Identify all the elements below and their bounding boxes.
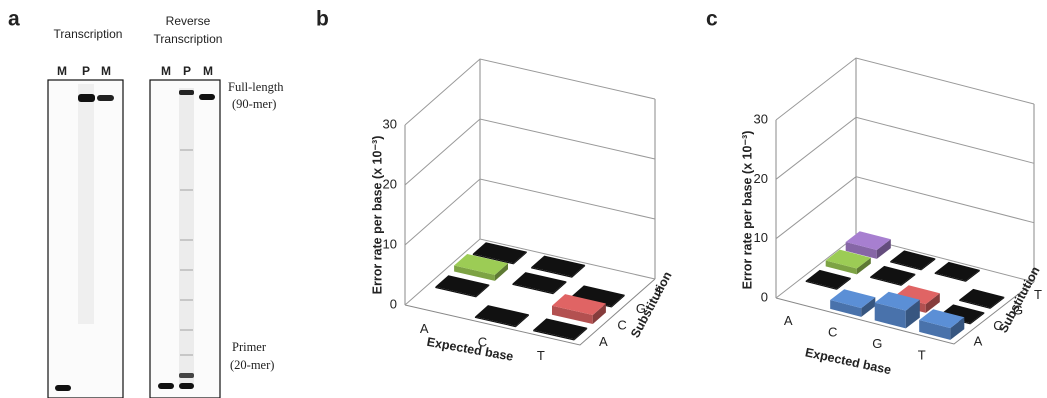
panel-label: b — [316, 8, 329, 31]
bar — [870, 266, 915, 286]
x-tick-label: T — [918, 348, 926, 363]
gel-title: Reverse — [166, 14, 211, 28]
grid-line — [776, 117, 1034, 179]
marker-label: Full-length — [228, 80, 284, 94]
grid-line — [776, 58, 1034, 120]
lane-label: P — [82, 64, 90, 78]
lane-label: P — [183, 64, 191, 78]
bar — [435, 275, 489, 297]
marker-label: Primer — [232, 340, 267, 354]
bar — [531, 256, 585, 278]
bar — [475, 305, 529, 327]
bar — [935, 262, 980, 282]
bar-top — [890, 250, 935, 269]
lane-label: M — [57, 64, 67, 78]
grid-line — [776, 177, 1034, 239]
panel-label: c — [706, 8, 718, 31]
z-tick-label: C — [617, 318, 626, 333]
y-tick-label: 20 — [754, 171, 768, 186]
bar — [830, 289, 875, 317]
bar — [533, 318, 587, 340]
y-axis-label: Error rate per base (x 10⁻³) — [740, 131, 754, 290]
y-axis-label: Error rate per base (x 10⁻³) — [370, 136, 384, 295]
y-tick-label: 10 — [383, 236, 397, 251]
bar-top — [870, 266, 915, 285]
gel-title: Transcription — [54, 27, 123, 41]
z-tick-label: T — [1034, 287, 1042, 302]
z-tick-label: A — [974, 334, 983, 349]
lane-label: M — [203, 64, 213, 78]
y-tick-label: 30 — [383, 116, 397, 131]
bar — [806, 270, 851, 290]
grid-line — [405, 179, 655, 245]
bar — [512, 272, 566, 294]
gel — [150, 80, 220, 398]
marker-label: (90-mer) — [232, 97, 276, 111]
y-tick-label: 0 — [390, 296, 397, 311]
bar — [959, 289, 1004, 309]
gel — [48, 80, 123, 398]
grid-line — [405, 59, 655, 125]
y-tick-label: 30 — [754, 111, 768, 126]
y-tick-label: 10 — [754, 230, 768, 245]
grid-line — [405, 119, 655, 185]
bar — [890, 250, 935, 270]
gel-title: Transcription — [154, 32, 223, 46]
x-axis-label: Expected base — [426, 335, 515, 364]
x-tick-label: A — [784, 313, 793, 328]
lane-label: M — [161, 64, 171, 78]
bar-top — [959, 289, 1004, 308]
y-tick-label: 20 — [383, 176, 397, 191]
panel-label: a — [8, 8, 20, 31]
z-tick-label: A — [599, 334, 608, 349]
x-tick-label: G — [872, 336, 882, 351]
bar-top — [935, 262, 980, 281]
marker-label: (20-mer) — [230, 358, 274, 372]
y-tick-label: 0 — [761, 289, 768, 304]
x-tick-label: C — [828, 325, 837, 340]
lane-label: M — [101, 64, 111, 78]
x-tick-label: T — [537, 348, 545, 363]
bar-top — [806, 270, 851, 289]
figure: a Transcription Reverse Transcription M … — [0, 0, 1047, 398]
